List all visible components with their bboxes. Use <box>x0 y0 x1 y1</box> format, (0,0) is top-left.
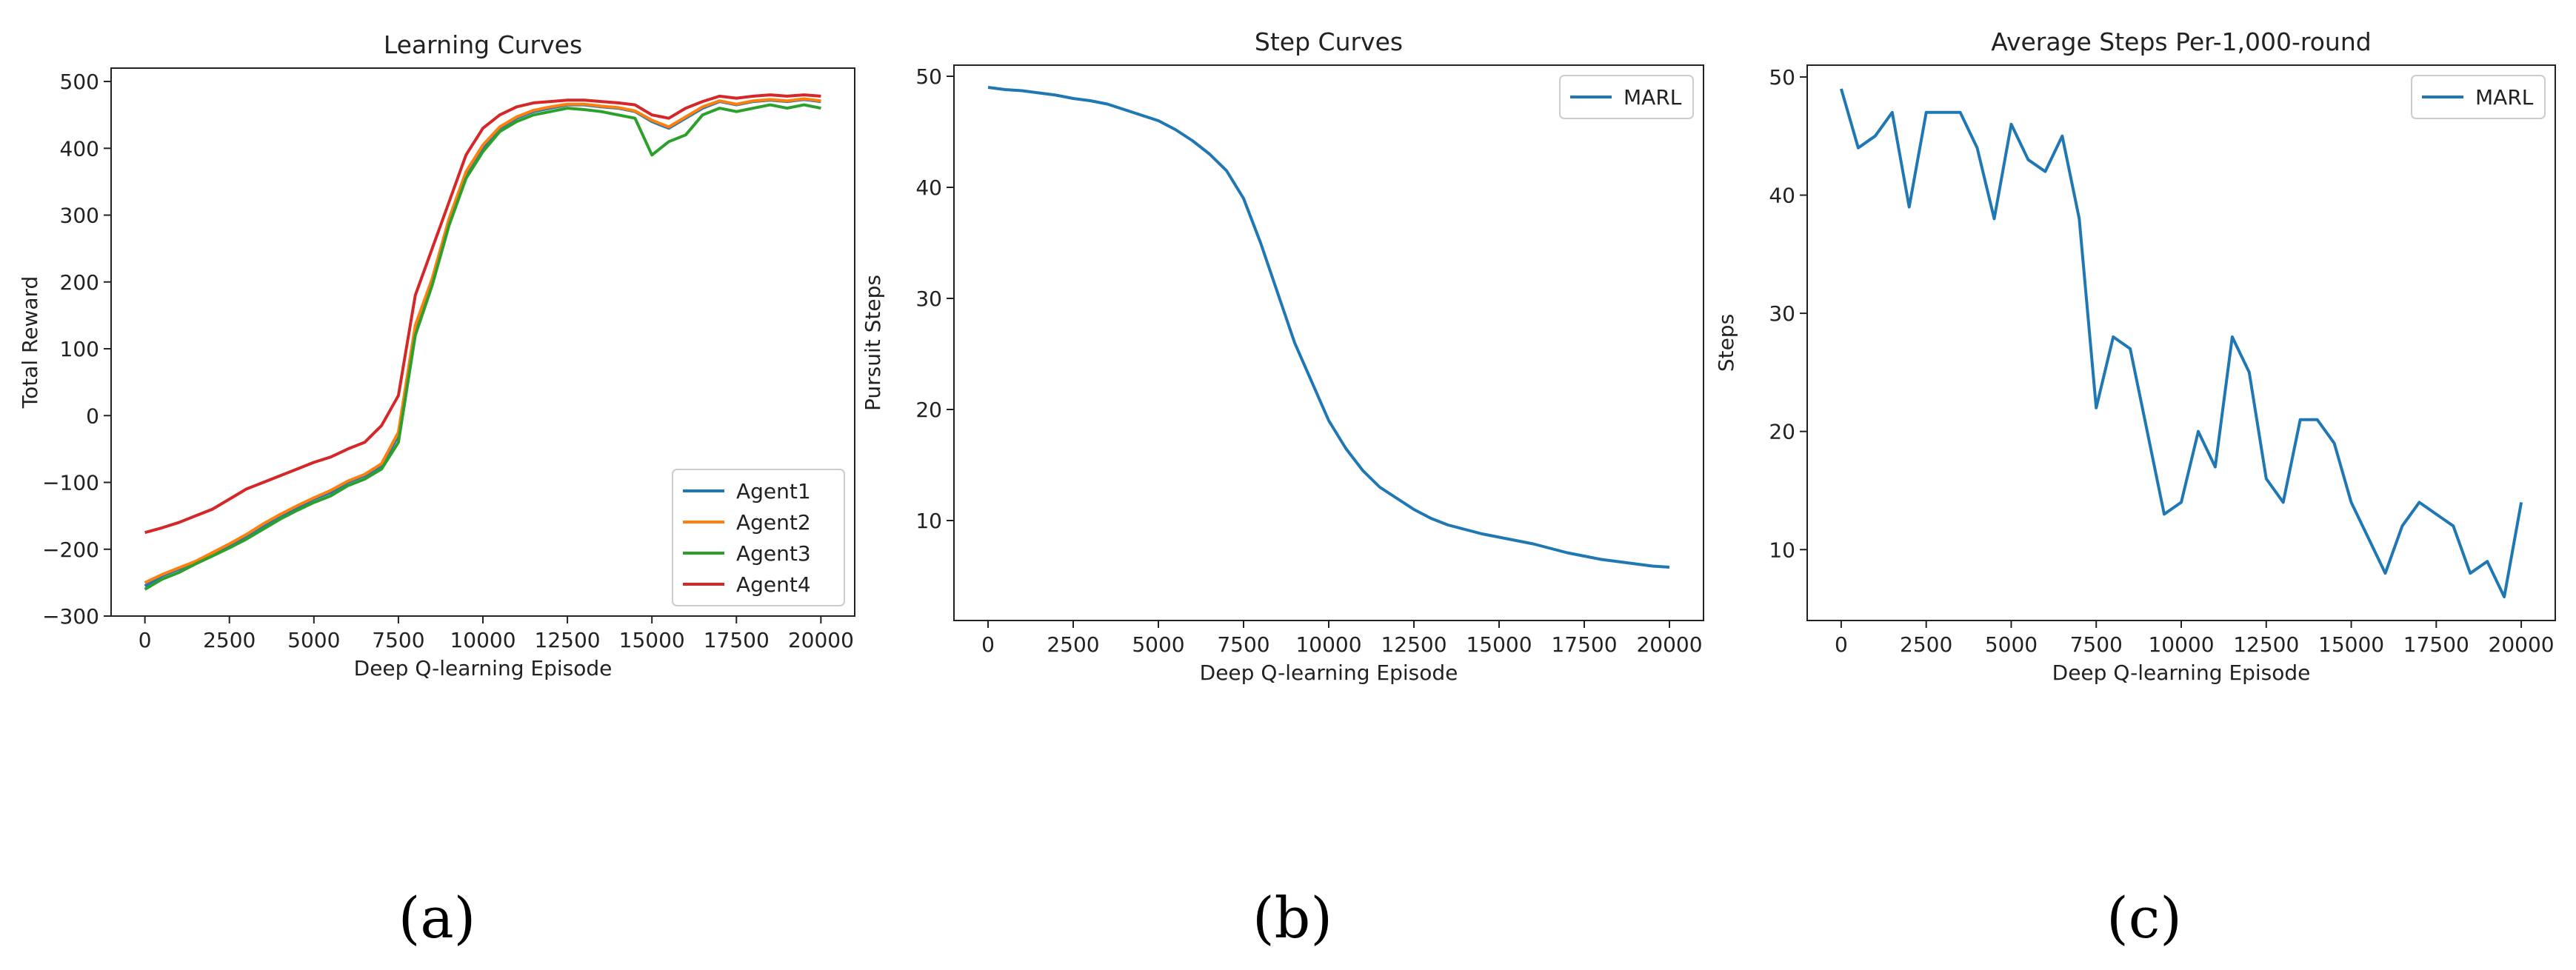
x-tick-label: 7500 <box>1217 632 1269 657</box>
chart-title: Average Steps Per-1,000-round <box>1991 27 2371 56</box>
x-tick-label: 5000 <box>1985 632 2038 657</box>
legend-box <box>1559 75 1694 119</box>
y-tick-label: 30 <box>915 287 942 311</box>
x-tick-label: 10000 <box>1295 632 1361 657</box>
y-tick-label: 400 <box>60 136 99 161</box>
legend-label-agent2: Agent2 <box>736 510 811 535</box>
series-line-agent4 <box>144 93 821 535</box>
chart-3: Average Steps Per-1,000-round 0 2500 5000 75… <box>1714 27 2556 685</box>
legend-label-agent4: Agent4 <box>736 572 811 597</box>
x-tick-label: 12500 <box>535 628 601 652</box>
x-tick-label: 10000 <box>450 628 515 652</box>
y-tick-label: 20 <box>915 398 942 422</box>
y-tick-label: 50 <box>1769 65 1795 90</box>
x-tick-label: 17500 <box>2403 632 2469 657</box>
chart-title: Step Curves <box>1255 27 1403 56</box>
y-tick-label: −300 <box>42 604 99 629</box>
x-tick-label: 20000 <box>1636 632 1702 657</box>
y-tick-label: 200 <box>60 270 99 295</box>
x-tick-label: 0 <box>1835 632 1848 657</box>
y-tick-label: 10 <box>1769 538 1795 562</box>
panel-label-b: (b) <box>1252 885 1332 951</box>
chart-2: Step Curves 0 2500 5000 7500 10000 12500 15000 1… <box>861 27 1704 685</box>
x-tick-label: 20000 <box>788 628 854 652</box>
legend-label-marl: MARL <box>1624 85 1682 110</box>
x-tick-label: 2500 <box>1900 632 1952 657</box>
x-tick-label: 5000 <box>287 628 340 652</box>
y-axis-label: Total Reward <box>18 276 42 409</box>
x-tick-label: 2500 <box>1047 632 1099 657</box>
x-tick-label: 12500 <box>2233 632 2299 657</box>
x-tick-label: 17500 <box>1551 632 1617 657</box>
y-tick-label: −100 <box>42 471 99 495</box>
x-tick-label: 15000 <box>1466 632 1532 657</box>
x-tick-label: 12500 <box>1381 632 1447 657</box>
series-line-agent3 <box>144 103 821 591</box>
x-tick-label: 20000 <box>2489 632 2555 657</box>
x-axis-label: Deep Q-learning Episode <box>1200 660 1458 685</box>
legend-label-marl: MARL <box>2475 85 2534 110</box>
chart-title: Learning Curves <box>384 30 582 59</box>
x-tick-label: 5000 <box>1132 632 1184 657</box>
legend: Agent1 Agent2 Agent3 Agent4 <box>672 469 845 606</box>
series-line-marl <box>1839 88 2523 599</box>
x-tick-label: 0 <box>139 628 152 652</box>
y-tick-label: 30 <box>1769 301 1795 326</box>
y-tick-label: 40 <box>915 175 942 200</box>
legend: MARL <box>1559 75 1694 119</box>
y-tick-label: 0 <box>86 404 99 428</box>
x-tick-label: 17500 <box>704 628 770 652</box>
y-axis-label: Steps <box>1714 314 1738 372</box>
x-tick-label: 7500 <box>372 628 424 652</box>
x-tick-label: 7500 <box>2070 632 2123 657</box>
y-tick-label: 40 <box>1769 184 1795 208</box>
legend-box <box>672 469 845 606</box>
legend: MARL <box>2411 75 2546 119</box>
legend-label-agent1: Agent1 <box>736 479 811 504</box>
y-tick-label: 500 <box>60 70 99 94</box>
panel-label-c: (c) <box>2106 885 2182 951</box>
y-tick-label: 300 <box>60 204 99 228</box>
x-tick-label: 0 <box>981 632 995 657</box>
x-axis-label: Deep Q-learning Episode <box>354 656 613 680</box>
axes-frame <box>953 64 1704 621</box>
series-line-agent2 <box>144 97 821 584</box>
x-tick-label: 15000 <box>619 628 685 652</box>
x-tick-label: 10000 <box>2148 632 2214 657</box>
legend-box <box>2411 75 2546 119</box>
x-tick-label: 15000 <box>2318 632 2384 657</box>
legend-label-agent3: Agent3 <box>736 541 811 566</box>
series-line-marl <box>987 86 1670 569</box>
y-tick-label: −200 <box>42 538 99 562</box>
y-tick-label: 50 <box>915 64 942 89</box>
x-axis-label: Deep Q-learning Episode <box>2052 660 2311 685</box>
y-axis-label: Pursuit Steps <box>861 275 885 411</box>
panel-label-a: (a) <box>398 885 476 951</box>
y-tick-label: 10 <box>915 509 942 533</box>
x-tick-label: 2500 <box>203 628 256 652</box>
y-tick-label: 100 <box>60 337 99 361</box>
y-tick-label: 20 <box>1769 420 1795 444</box>
